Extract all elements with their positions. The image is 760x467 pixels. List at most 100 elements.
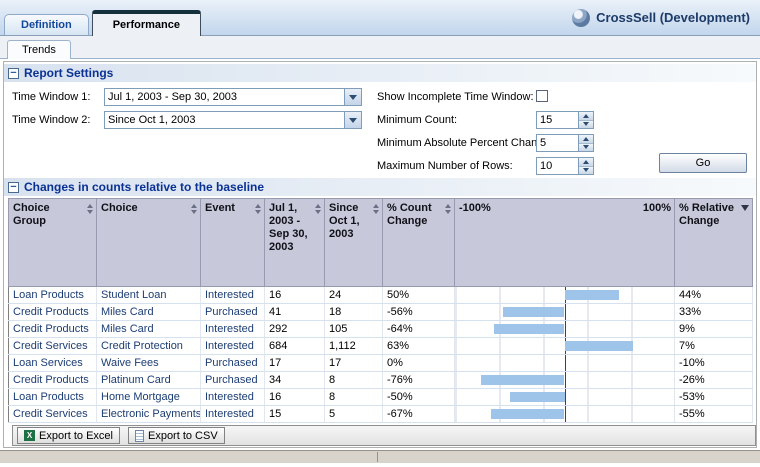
excel-icon: X xyxy=(24,430,35,441)
cell-event: Purchased xyxy=(200,303,265,321)
cell-count-change: -50% xyxy=(382,388,455,406)
cell-event: Interested xyxy=(200,286,265,304)
count-change-bar xyxy=(564,341,634,351)
tab-performance[interactable]: Performance xyxy=(91,10,201,36)
col-header-count-change[interactable]: % Count Change xyxy=(382,198,455,287)
cell-count-change: -56% xyxy=(382,303,455,321)
col-header-window2[interactable]: Since Oct 1, 2003 xyxy=(324,198,383,287)
go-button[interactable]: Go xyxy=(659,153,747,173)
spinner-up-icon[interactable] xyxy=(579,112,593,121)
changes-table-wrap: Choice Group Choice Event Jul 1, 2003 - … xyxy=(8,198,756,446)
cell-relative-change: 7% xyxy=(674,337,753,355)
time-window-2-select[interactable]: Since Oct 1, 2003 xyxy=(104,111,362,129)
cell-window1: 17 xyxy=(264,354,325,372)
table-row[interactable]: Credit Products Platinum Card Purchased … xyxy=(8,371,753,389)
cell-window2: 105 xyxy=(324,320,383,338)
cell-relative-change: 44% xyxy=(674,286,753,304)
cell-choice: Waive Fees xyxy=(96,354,201,372)
table-row[interactable]: Credit Products Miles Card Purchased 41 … xyxy=(8,303,753,321)
cell-choice: Credit Protection xyxy=(96,337,201,355)
cell-change-bar xyxy=(454,337,675,355)
cell-window2: 8 xyxy=(324,371,383,389)
sort-icon[interactable] xyxy=(373,202,379,241)
table-row[interactable]: Loan Products Student Loan Interested 16… xyxy=(8,286,753,304)
minimum-count-value: 15 xyxy=(540,114,553,126)
collapse-icon[interactable]: − xyxy=(8,181,19,193)
cell-choice-group: Credit Products xyxy=(8,371,97,389)
cell-choice: Electronic Payments xyxy=(96,405,201,423)
cell-choice-group: Loan Products xyxy=(8,286,97,304)
export-csv-label: Export to CSV xyxy=(147,429,218,442)
spinner-down-icon[interactable] xyxy=(579,166,593,174)
col-header-choice[interactable]: Choice xyxy=(96,198,201,287)
changes-table: Choice Group Choice Event Jul 1, 2003 - … xyxy=(8,198,753,423)
table-row[interactable]: Credit Services Electronic Payments Inte… xyxy=(8,405,753,423)
tab-trends[interactable]: Trends xyxy=(7,40,71,59)
cell-change-bar xyxy=(454,303,675,321)
maximum-rows-spinner[interactable]: 10 xyxy=(536,157,594,175)
min-abs-percent-change-spinner[interactable]: 5 xyxy=(536,134,594,152)
cell-change-bar xyxy=(454,354,675,372)
status-strip xyxy=(0,450,760,463)
time-window-1-select[interactable]: Jul 1, 2003 - Sep 30, 2003 xyxy=(104,88,362,106)
sort-icon[interactable] xyxy=(255,202,261,215)
axis-min-label: -100% xyxy=(459,202,491,214)
cell-window1: 16 xyxy=(264,388,325,406)
cell-event: Interested xyxy=(200,320,265,338)
table-row[interactable]: Credit Products Miles Card Interested 29… xyxy=(8,320,753,338)
spinner-up-icon[interactable] xyxy=(579,158,593,167)
col-header-relative-change[interactable]: % Relative Change xyxy=(674,198,753,287)
col-header-window1[interactable]: Jul 1, 2003 - Sep 30, 2003 xyxy=(264,198,325,287)
cell-count-change: 63% xyxy=(382,337,455,355)
export-csv-button[interactable]: Export to CSV xyxy=(127,427,225,444)
cell-change-bar xyxy=(454,371,675,389)
cell-event: Purchased xyxy=(200,371,265,389)
spinner-down-icon[interactable] xyxy=(579,143,593,151)
cell-choice-group: Loan Services xyxy=(8,354,97,372)
subtab-bar: Trends xyxy=(0,36,760,59)
brand-title: CrossSell (Development) xyxy=(596,10,750,25)
tab-definition[interactable]: Definition xyxy=(4,14,89,35)
cell-change-bar xyxy=(454,286,675,304)
cell-window1: 684 xyxy=(264,337,325,355)
cell-choice: Student Loan xyxy=(96,286,201,304)
dropdown-arrow-icon[interactable] xyxy=(344,89,361,105)
strip-divider xyxy=(377,452,378,462)
sort-icon[interactable] xyxy=(445,202,451,228)
spinner-up-icon[interactable] xyxy=(579,135,593,144)
collapse-icon[interactable]: − xyxy=(8,67,19,79)
show-incomplete-label: Show Incomplete Time Window: xyxy=(377,91,534,103)
sort-icon[interactable] xyxy=(315,202,321,254)
cell-window1: 15 xyxy=(264,405,325,423)
sort-icon[interactable] xyxy=(87,202,93,228)
table-row[interactable]: Credit Services Credit Protection Intere… xyxy=(8,337,753,355)
sort-desc-icon[interactable] xyxy=(741,205,749,211)
minimum-count-spinner[interactable]: 15 xyxy=(536,111,594,129)
table-row[interactable]: Loan Products Home Mortgage Interested 1… xyxy=(8,388,753,406)
cell-event: Interested xyxy=(200,388,265,406)
csv-file-icon xyxy=(134,429,144,442)
col-header-choice-group[interactable]: Choice Group xyxy=(8,198,97,287)
cell-event: Interested xyxy=(200,337,265,355)
top-banner: Definition Performance CrossSell (Develo… xyxy=(0,0,760,36)
cell-window2: 8 xyxy=(324,388,383,406)
min-abs-percent-change-label: Minimum Absolute Percent Change xyxy=(377,137,550,149)
show-incomplete-checkbox[interactable] xyxy=(536,90,548,102)
report-settings-title: Report Settings xyxy=(24,66,114,80)
table-row[interactable]: Loan Services Waive Fees Purchased 17 17… xyxy=(8,354,753,372)
col-header-event[interactable]: Event xyxy=(200,198,265,287)
report-settings-header: − Report Settings xyxy=(4,64,756,82)
dropdown-arrow-icon[interactable] xyxy=(344,112,361,128)
cell-choice-group: Loan Products xyxy=(8,388,97,406)
cell-window2: 17 xyxy=(324,354,383,372)
main-tab-bar: Definition Performance xyxy=(0,0,201,36)
export-excel-button[interactable]: X Export to Excel xyxy=(17,427,120,444)
table-body: Loan Products Student Loan Interested 16… xyxy=(8,286,753,423)
count-change-bar xyxy=(494,324,565,334)
cell-window2: 1,112 xyxy=(324,337,383,355)
maximum-rows-value: 10 xyxy=(540,160,553,172)
sort-icon[interactable] xyxy=(191,202,197,215)
spinner-down-icon[interactable] xyxy=(579,120,593,128)
cell-window1: 34 xyxy=(264,371,325,389)
maximum-rows-label: Maximum Number of Rows: xyxy=(377,160,513,172)
